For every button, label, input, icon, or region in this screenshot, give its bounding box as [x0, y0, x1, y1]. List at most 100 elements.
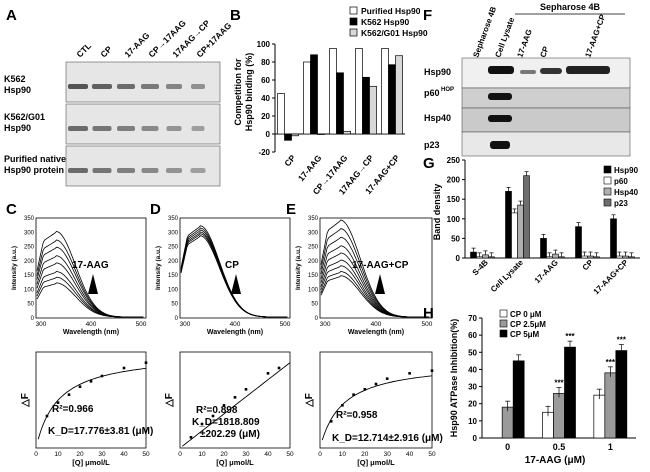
- g-legend-swatch: [603, 165, 612, 174]
- g-category-label: CP: [581, 258, 596, 273]
- fit-r2: R²=0.958: [336, 410, 378, 421]
- fit-xtick: 30: [384, 451, 392, 458]
- spectrum-curve: [36, 276, 144, 318]
- h-legend-label: CP 5μM: [510, 330, 540, 339]
- h-category-label: 1: [608, 442, 613, 452]
- a-band: [92, 84, 112, 89]
- g-bar: [575, 226, 582, 259]
- spectrum-xtick: 500: [280, 321, 291, 328]
- g-bar: [470, 251, 477, 259]
- b-tick-label: 40: [261, 94, 270, 103]
- h-legend-swatch: [499, 309, 508, 318]
- fit-point: [374, 382, 378, 386]
- panel-h-bars: *** *** *** ***: [501, 332, 628, 439]
- spectrum-ytick: 50: [311, 302, 318, 308]
- a-band: [92, 168, 112, 173]
- a-band: [141, 126, 159, 131]
- fit-xtick: 10: [54, 451, 62, 458]
- f-row-hsp40: Hsp40: [424, 113, 451, 123]
- f-row-p60: p60: [424, 88, 440, 98]
- fit-kd: K_D=17.776±3.81 (μM): [48, 426, 153, 437]
- spectrum-xtick: 400: [230, 321, 241, 328]
- spectrum-curve: [180, 227, 288, 318]
- a-band: [117, 168, 135, 173]
- fit-point: [408, 372, 411, 375]
- b-bar: [310, 54, 318, 135]
- h-tick-label: 20: [468, 400, 477, 409]
- h-bar: [512, 360, 525, 439]
- fit-xtick: 10: [198, 451, 206, 458]
- spectrum-ytick: 300: [168, 230, 179, 236]
- spectrum-ytick: 250: [24, 245, 35, 251]
- spectrum-xlabel: Wavelength (nm): [348, 329, 404, 336]
- f-blot-p23: [461, 131, 631, 157]
- fit-xtick: 50: [142, 451, 150, 458]
- a-band: [191, 84, 205, 89]
- fit-point: [67, 393, 71, 396]
- fit-point: [277, 366, 281, 370]
- fit-ylabel: △F: [164, 393, 175, 408]
- row-label-k562-line2: Hsp90: [4, 85, 31, 95]
- panel-label-c: C: [6, 201, 17, 218]
- g-tick-label: 150: [447, 195, 461, 204]
- fit-kd-line2: ±202.29 (μM): [200, 429, 260, 440]
- b-bar: [329, 48, 337, 135]
- panel-h-xlabel: 17-AAG (μM): [525, 455, 586, 466]
- panel-label-a: A: [6, 7, 17, 24]
- spectrum-frame: [179, 217, 291, 319]
- legend-label-purified: Purified Hsp90: [361, 6, 421, 16]
- spectrum-xtick: 300: [180, 321, 191, 328]
- fit-point: [244, 388, 248, 391]
- b-bar: [362, 76, 370, 135]
- f-blot-hsp40: [461, 107, 631, 133]
- spectrum-xtick: 500: [136, 321, 147, 328]
- spectrum-ytick: 0: [31, 316, 35, 322]
- g-bar: [610, 218, 617, 259]
- spectrum-xtick: 300: [320, 321, 331, 328]
- h-bar: [593, 394, 606, 439]
- b-bar: [388, 64, 396, 135]
- f-row-p23: p23: [424, 140, 440, 150]
- g-tick-label: 0: [456, 254, 461, 263]
- b-tick-label: 20: [261, 112, 270, 121]
- panel-b-bars: [277, 48, 403, 141]
- fit-kd-line1: K_D=1818.809: [192, 417, 260, 428]
- fit-point: [385, 377, 389, 380]
- h-tick-label: 30: [468, 383, 477, 392]
- spectrum-ytick: 0: [175, 316, 179, 322]
- fit-xtick: 40: [264, 451, 272, 458]
- spectrum-curve: [180, 235, 288, 318]
- panel-label-b: B: [230, 7, 241, 24]
- g-bar: [558, 256, 565, 259]
- fit-xlabel: [Q] μmol/L: [216, 458, 254, 467]
- fit-point: [122, 366, 126, 370]
- fit-panel: 0 10 20 30 40 50 [Q] μmol/L △F R²=0.898K_D=1818.…: [164, 351, 294, 467]
- fit-plots: 0 10 20 30 40 50 [Q] μmol/L △F R²=0.966 K_D=17.77…: [20, 351, 443, 467]
- g-category-label: Cell Lysate: [489, 258, 525, 294]
- g-legend-swatch: [603, 198, 612, 207]
- spectrum-ylabel: Intensity (a.u.): [295, 246, 302, 290]
- h-tick-label: 70: [468, 314, 477, 323]
- blot-g01: [65, 103, 221, 145]
- g-bar: [552, 253, 559, 259]
- g-tick-label: 50: [451, 234, 460, 243]
- spectrum-curve: [320, 270, 430, 318]
- g-bar: [628, 256, 635, 259]
- spectrum-ytick: 150: [308, 273, 319, 279]
- a-lane-label: 17-AAG: [122, 30, 151, 59]
- fit-frame: [179, 351, 291, 449]
- f-band: [490, 141, 510, 149]
- b-bar: [369, 85, 377, 135]
- b-bar: [284, 133, 292, 141]
- g-bar: [540, 238, 547, 259]
- f-lane-label: 17-AAG: [515, 28, 533, 59]
- fit-xtick: 20: [76, 451, 84, 458]
- h-bar: [615, 350, 628, 439]
- g-bar: [517, 204, 524, 259]
- fit-point: [89, 380, 93, 383]
- spectrum-panel: 0 50 100 150 200 250 300 350 300 400 500 Wavelength…: [155, 216, 291, 336]
- legend-swatch-k562: [349, 17, 358, 26]
- f-blot-p60: [461, 87, 631, 109]
- f-lane-label: CP: [538, 45, 550, 59]
- h-significance: ***: [606, 358, 616, 367]
